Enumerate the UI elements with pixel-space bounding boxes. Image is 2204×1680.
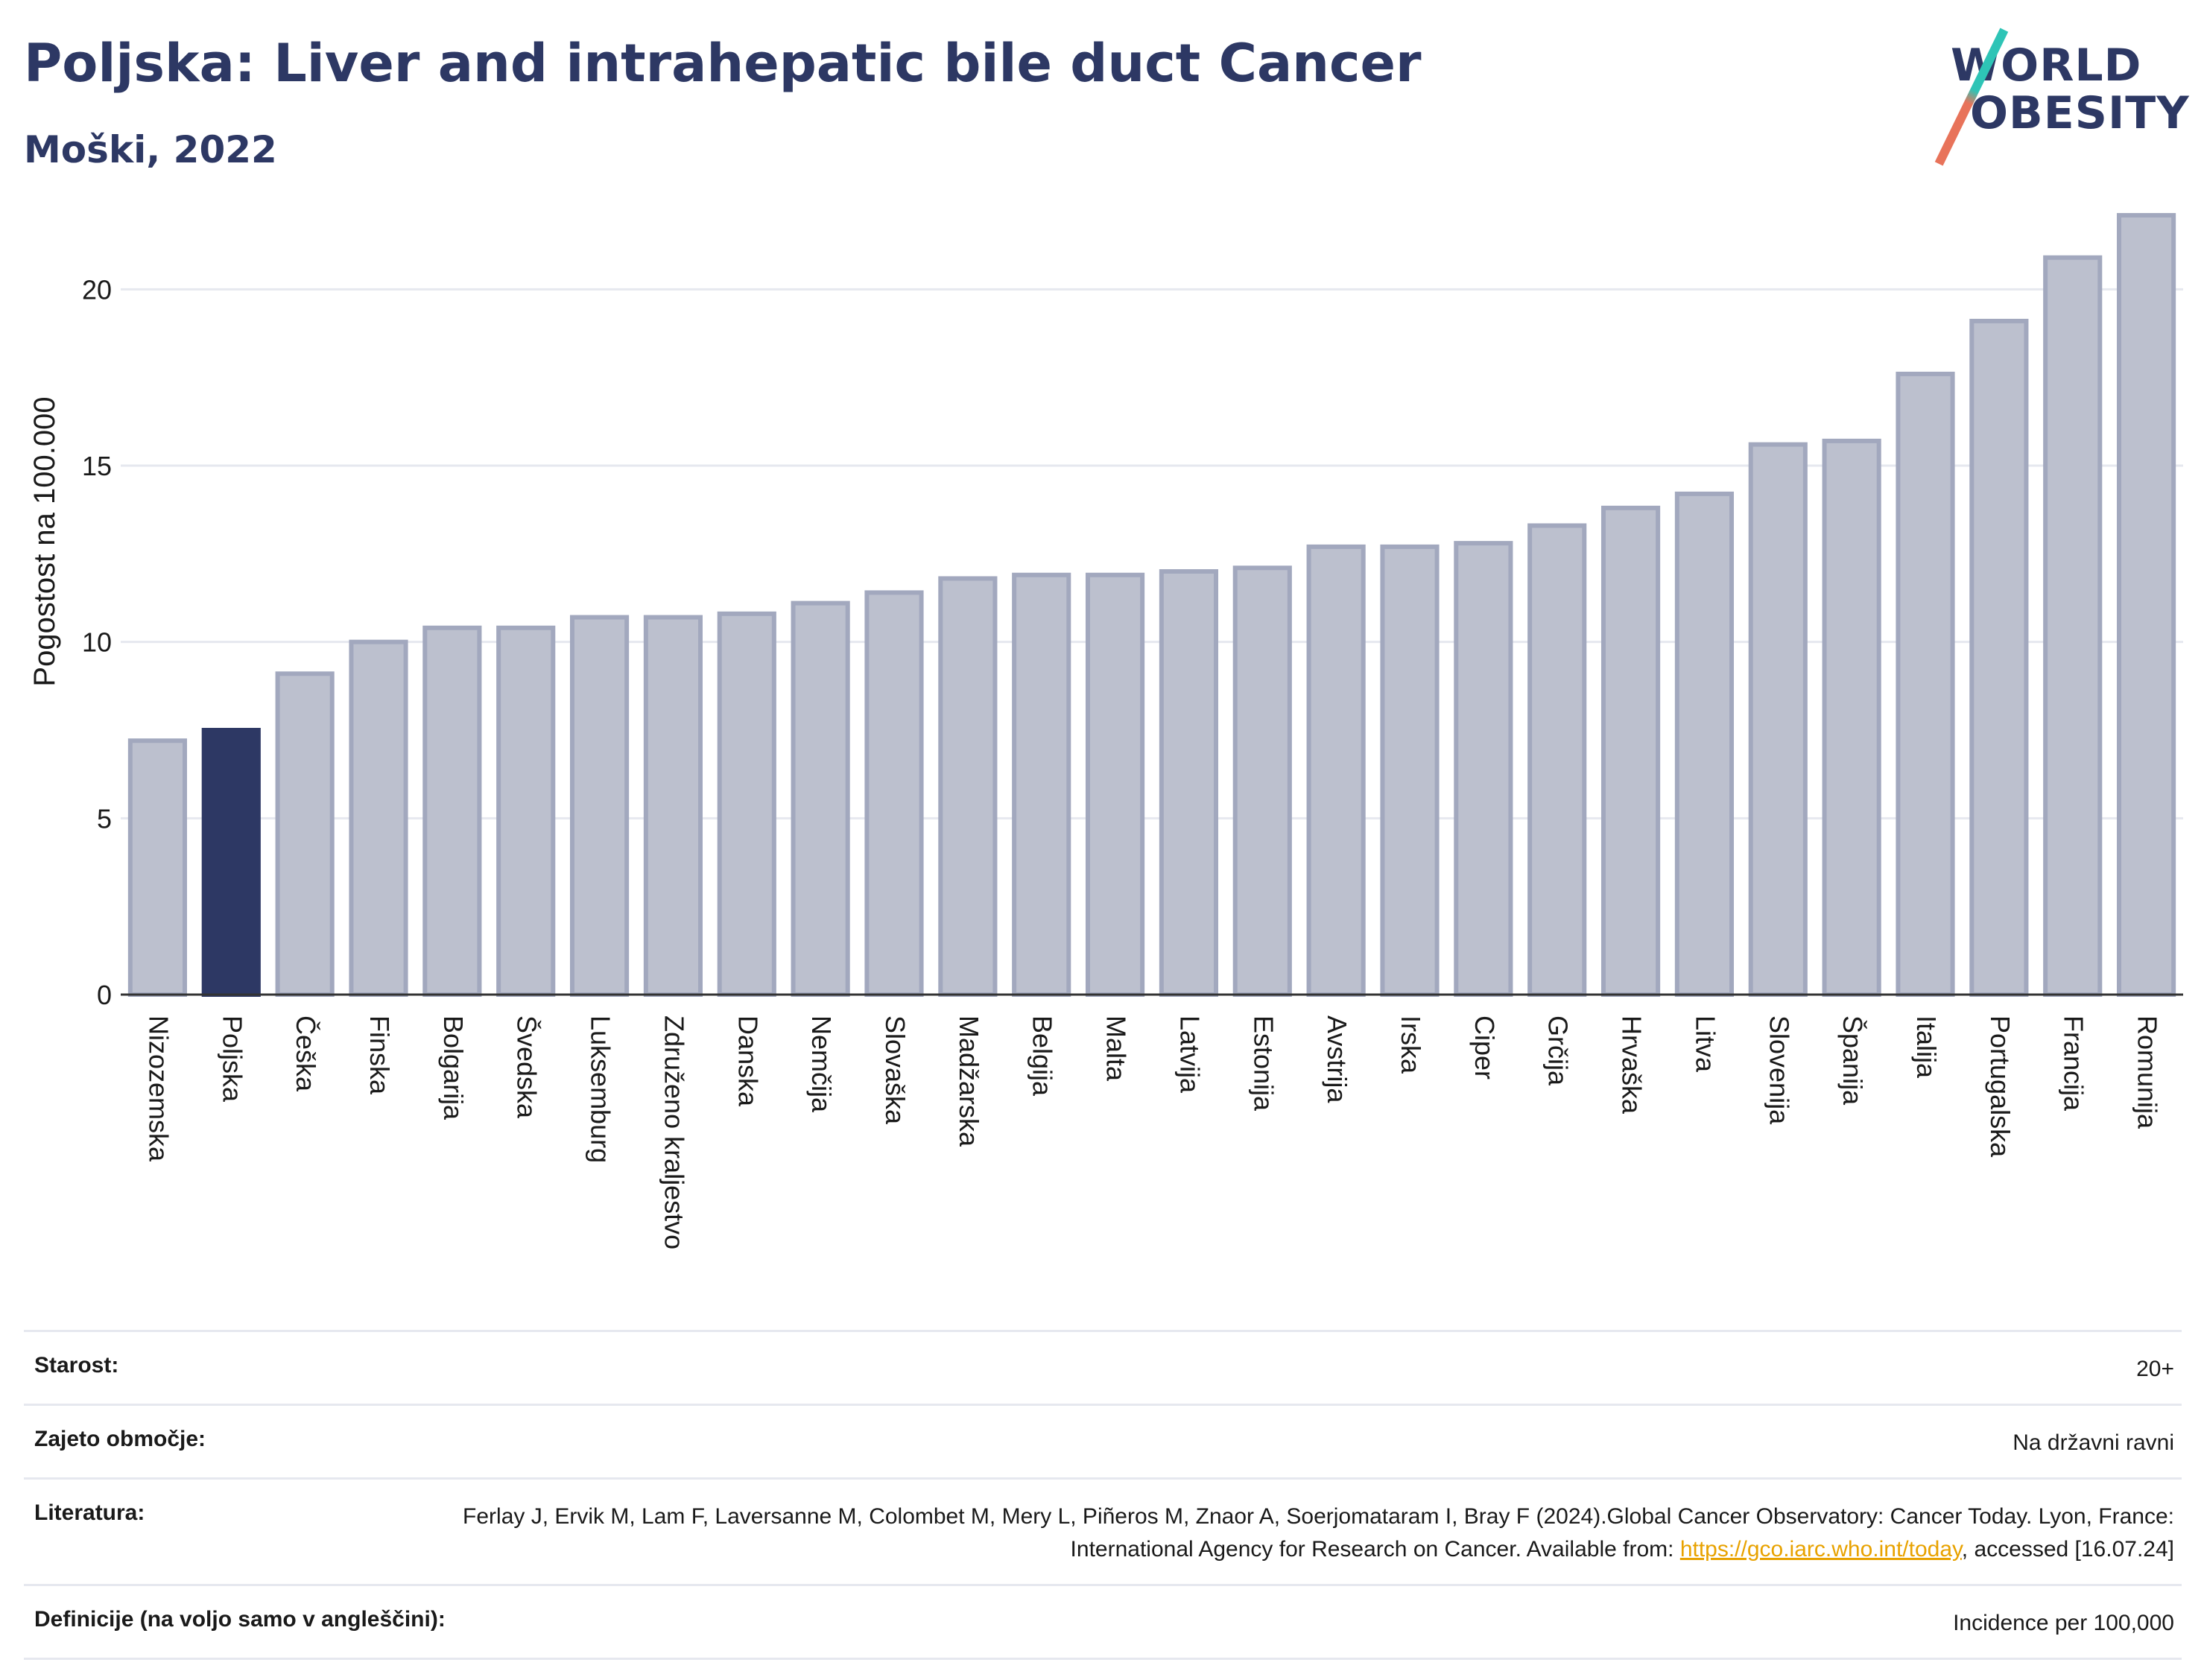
bar-švedska [496,625,556,997]
age-value: 20+ [2136,1357,2174,1381]
x-tick-label: Madžarska [954,1015,984,1147]
bar-grčija [1527,523,1587,997]
y-tick-label: 0 [97,980,112,1010]
chart-subtitle: Moški, 2022 [24,128,277,171]
x-tick-label: Združeno kraljestvo [659,1015,689,1249]
bar-malta [1085,572,1145,997]
x-tick-label: Estonija [1248,1015,1279,1112]
y-axis-label: Pogostost na 100.000 [28,396,61,686]
bar-latvija [1159,569,1219,997]
reference-value: Ferlay J, Ervik M, Lam F, Laversanne M, … [460,1500,2174,1566]
x-tick-label: Bolgarija [438,1015,469,1120]
bar-luksemburg [569,615,630,997]
bar-avstrija [1306,544,1366,998]
coverage-value: Na državni ravni [2013,1430,2174,1455]
bar-španija [1822,438,1881,998]
bar-estonija [1232,565,1292,997]
info-table: Starost: 20+ Zajeto območje: Na državni … [24,1330,2182,1660]
bar-romunija [2116,212,2176,997]
x-tick-label: Švedska [512,1015,542,1119]
bar-irska [1380,544,1440,998]
x-tick-label: Luksemburg [586,1015,616,1163]
x-tick-label: Litva [1690,1015,1720,1073]
x-tick-label: Nizozemska [143,1015,174,1162]
reference-tail: , accessed [16.07.24] [1961,1537,2174,1562]
age-label: Starost: [34,1353,119,1378]
bar-nizozemska [127,738,188,997]
logo-word-bottom: OBESITY [1970,87,2190,139]
y-tick-label: 5 [97,803,112,834]
y-tick-labels: 0 5 10 15 20 [82,274,112,1010]
bar-bolgarija [422,625,482,997]
x-tick-label: Grčija [1543,1015,1574,1086]
x-tick-label: Portugalska [1985,1015,2015,1158]
x-tick-label: Francija [2059,1015,2089,1112]
x-tick-label: Italija [1911,1015,1942,1079]
x-tick-label: Nemčija [806,1015,837,1113]
x-tick-label: Irska [1396,1015,1426,1074]
x-tick-label: Belgija [1027,1015,1058,1097]
x-tick-label: Finska [364,1015,395,1095]
bar-portugalska [1969,318,2029,997]
coverage-label: Zajeto območje: [34,1427,206,1451]
x-tick-label: Ciper [1469,1015,1500,1080]
x-tick-label: Češka [291,1015,321,1092]
bar-litva [1674,491,1735,998]
info-row-reference: Literatura: Ferlay J, Ervik M, Lam F, La… [24,1477,2182,1584]
bar-ciper [1454,541,1513,997]
reference-label: Literatura: [34,1500,145,1525]
x-tick-label: Hrvaška [1617,1015,1647,1115]
info-row-age: Starost: 20+ [24,1330,2182,1404]
info-row-definitions: Definicije (na voljo samo v angleščini):… [24,1584,2182,1660]
bar-slovaška [864,590,924,997]
bar-hrvaška [1600,505,1661,997]
x-tick-label: Slovaška [880,1015,911,1125]
x-tick-label: Slovenija [1764,1015,1794,1125]
y-tick-label: 15 [82,451,112,481]
y-tick-label: 10 [82,627,112,658]
chart-title: Poljska: Liver and intrahepatic bile duc… [24,33,1422,94]
bar-chart: 0 5 10 15 20 Nizozemska Poljska Češka Finska Bol… [28,212,2183,1249]
x-tick-label: Latvija [1174,1015,1205,1094]
bar-madžarska [938,576,998,997]
bars [127,212,2176,998]
bar-nemčija [791,600,850,997]
bar-češka [275,671,335,997]
x-tick-label: Danska [732,1015,763,1107]
x-tick-label: Španija [1837,1015,1868,1106]
reference-text: Ferlay J, Ervik M, Lam F, Laversanne M, … [463,1504,2174,1562]
x-tick-label: Avstrija [1322,1015,1352,1103]
bar-francija [2043,255,2103,997]
definitions-label: Definicije (na voljo samo v angleščini): [34,1607,446,1632]
y-tick-label: 20 [82,274,112,305]
info-row-coverage: Zajeto območje: Na državni ravni [24,1404,2182,1477]
x-tick-label: Romunija [2132,1015,2163,1129]
definitions-value: Incidence per 100,000 [1953,1611,2174,1635]
x-tick-label: Malta [1101,1015,1132,1082]
x-tick-label: Poljska [217,1015,247,1103]
bar-danska [717,611,776,997]
reference-link[interactable]: https://gco.iarc.who.int/today [1679,1537,1962,1562]
bar-italija [1896,371,1955,997]
bar-finska [349,639,408,998]
bar-belgija [1012,572,1071,997]
bar-slovenija [1748,442,1808,998]
bar-poljska [201,728,261,997]
world-obesity-logo: WORLD OBESITY [1934,28,2191,166]
bar-združeno-kraljestvo [643,615,703,997]
x-tick-labels: Nizozemska Poljska Češka Finska Bolgarija Šve… [143,1015,2162,1249]
